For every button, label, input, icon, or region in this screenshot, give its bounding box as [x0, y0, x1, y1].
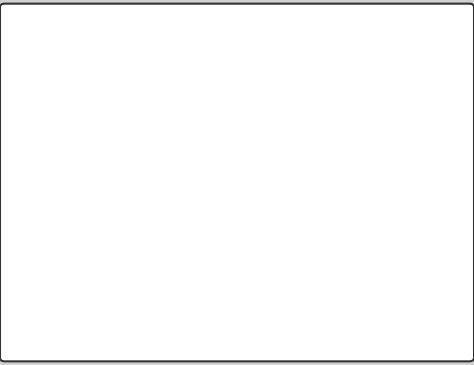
Bar [334, 127, 344, 139]
Bar [346, 127, 357, 139]
Circle shape [95, 201, 104, 208]
Text: Optional:
Using a door sensor will provide
your network with status on your
gara: Optional: Using a door sensor will provi… [321, 59, 393, 114]
Text: http://www.at125.com/: http://www.at125.com/ [14, 353, 55, 357]
Text: WARNING: For this application, this device is recommended ONLY for use with gara: WARNING: For this application, this devi… [14, 300, 471, 309]
FancyBboxPatch shape [110, 58, 165, 83]
Circle shape [110, 241, 140, 266]
Circle shape [95, 121, 104, 128]
Text: FOR MORE INFORMATION PLEASE REFERENCE THE DOCUMENTATION PROVIDED BELOW.: FOR MORE INFORMATION PLEASE REFERENCE TH… [14, 340, 187, 344]
Circle shape [44, 161, 53, 168]
Text: Z: Z [80, 34, 93, 52]
Text: Remove Jumper on P5
to apply Momentary
relay function: Remove Jumper on P5 to apply Momentary r… [276, 195, 324, 241]
Text: Existing Door
Switch: Existing Door Switch [166, 206, 195, 215]
Text: Install at Door: Install at Door [18, 275, 47, 279]
Bar [18, 56, 129, 266]
Bar [321, 127, 331, 139]
Bar [295, 127, 306, 139]
Bar [308, 127, 319, 139]
Bar [370, 127, 382, 139]
Text: http://www.cpsc.gov/en/Newsroom/News-Releases/1993/Safety-Commission-Publishes-F: http://www.cpsc.gov/en/Newsroom/News-Rel… [14, 346, 255, 350]
Bar [155, 157, 198, 266]
Bar [370, 145, 382, 157]
Text: Connect relay (COM8 & NO8) in
PARALLEL to your existing door button.: Connect relay (COM8 & NO8) in PARALLEL t… [308, 36, 404, 118]
Circle shape [44, 241, 53, 248]
Circle shape [95, 161, 104, 168]
Circle shape [371, 176, 378, 182]
Circle shape [44, 201, 53, 208]
Circle shape [95, 81, 104, 88]
Bar [175, 173, 185, 192]
Circle shape [95, 241, 104, 248]
Bar [392, 161, 414, 204]
Circle shape [44, 81, 53, 88]
Text: FORTREZZ: FORTREZZ [18, 34, 83, 44]
Circle shape [44, 121, 53, 128]
Text: Note: Some municipalities and manufacturers recommend a Siren Sounder (Piezo) be: Note: Some municipalities and manufactur… [14, 329, 372, 333]
Text: MimoLite: MimoLite [311, 183, 348, 189]
Text: Wiring Diagram for Garage Door Control using MimoLite: Wiring Diagram for Garage Door Control u… [94, 18, 335, 27]
FancyBboxPatch shape [288, 122, 389, 207]
Bar [359, 127, 370, 139]
Text: DC Power Supply: DC Power Supply [385, 213, 420, 217]
Text: Magnetic Door Sensor (Sold Separately): Magnetic Door Sensor (Sold Separately) [99, 260, 186, 290]
